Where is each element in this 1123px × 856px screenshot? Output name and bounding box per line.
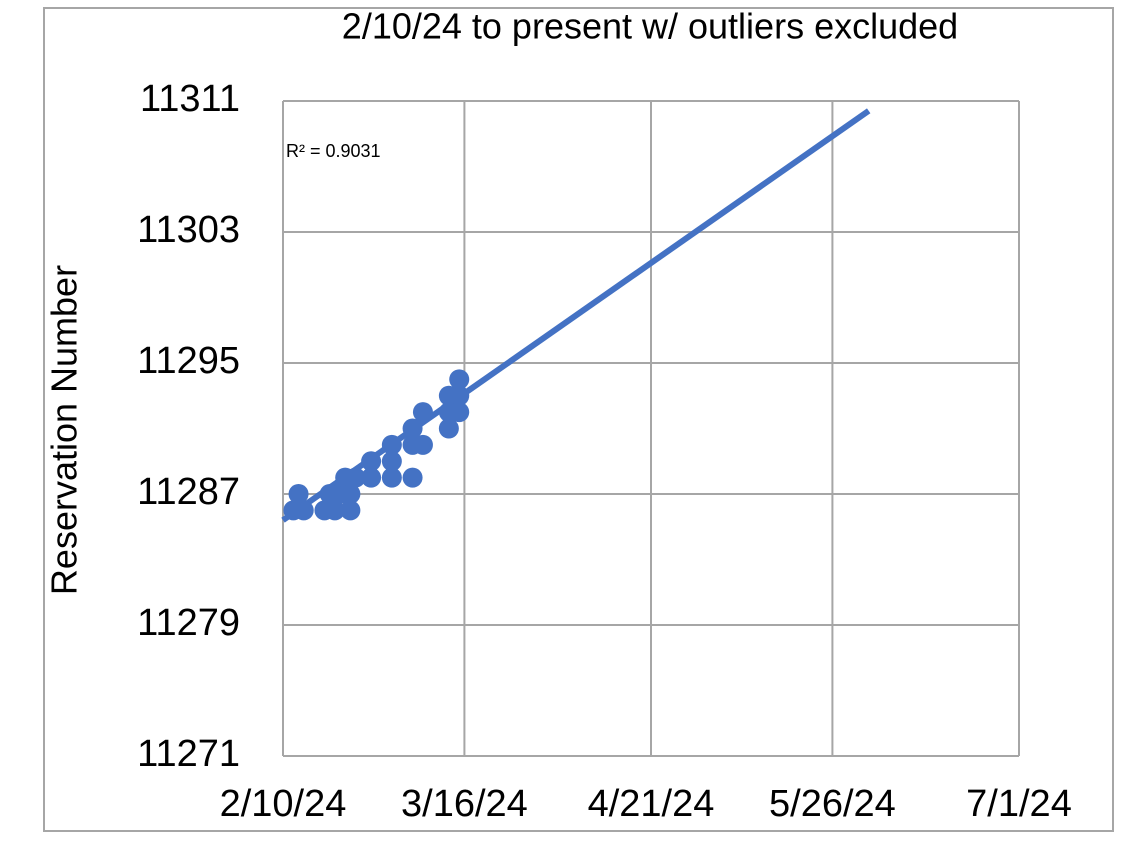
data-point (340, 484, 361, 504)
x-tick-label: 7/1/24 (966, 783, 1072, 825)
data-point (293, 500, 314, 521)
data-point (449, 369, 470, 390)
data-point (381, 467, 402, 488)
data-point (402, 467, 423, 488)
y-tick-label: 11303 (137, 209, 240, 251)
x-tick-label: 2/10/24 (220, 783, 347, 825)
y-tick-label: 11271 (137, 733, 240, 775)
trendline (281, 108, 871, 523)
data-point (449, 402, 470, 423)
x-tick-label: 3/16/24 (401, 783, 528, 825)
data-point (324, 500, 345, 521)
data-point (438, 418, 459, 439)
data-point (402, 418, 423, 439)
chart-title: 2/10/24 to present w/ outliers excluded (342, 6, 958, 47)
data-point (345, 467, 366, 488)
data-point (412, 402, 433, 423)
data-point (361, 467, 382, 488)
y-tick-label: 11295 (137, 340, 240, 382)
data-point (340, 500, 361, 521)
y-tick-label: 11279 (137, 602, 240, 644)
y-tick-label: 11287 (137, 471, 240, 513)
data-point (449, 385, 470, 406)
data-point (412, 434, 433, 455)
chart-border (43, 7, 1114, 832)
y-axis-label: Reservation Number (44, 265, 85, 595)
y-tick-label: 11311 (140, 78, 240, 120)
data-point (381, 434, 402, 455)
r-squared: R² = 0.9031 (286, 141, 381, 161)
x-tick-label: 4/21/24 (588, 783, 715, 825)
data-point (361, 451, 382, 472)
data-point (288, 484, 309, 504)
data-point (381, 451, 402, 472)
x-tick-label: 5/26/24 (769, 783, 896, 825)
